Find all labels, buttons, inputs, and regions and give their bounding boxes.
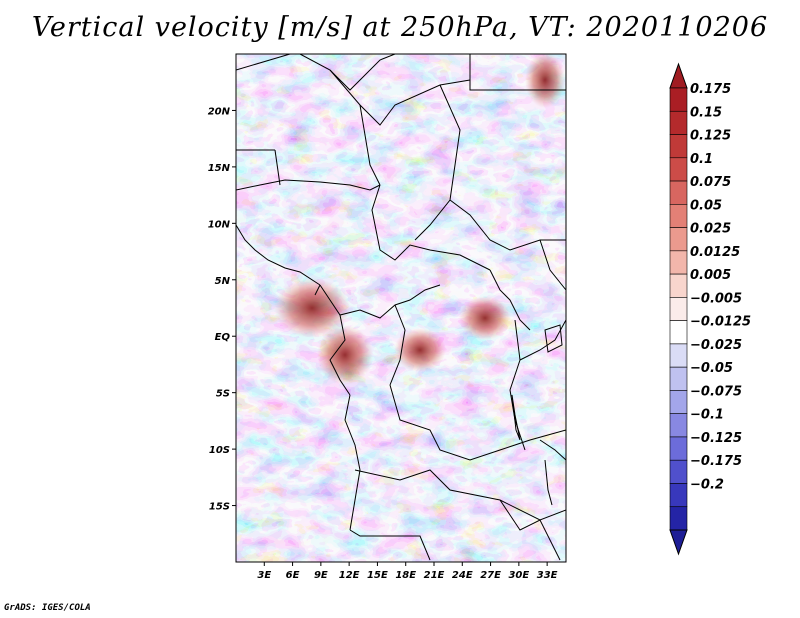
- lon-tick-label: 9E: [314, 570, 328, 581]
- colorbar-label: 0.075: [690, 175, 731, 190]
- colorbar-swatch: [669, 180, 688, 205]
- grads-credit: GrADS: IGES/COLA: [4, 603, 91, 613]
- colorbar-label: −0.025: [690, 338, 742, 353]
- colorbar-label: 0.125: [690, 129, 731, 144]
- lon-tick-label: 12E: [339, 570, 360, 581]
- lat-tick-label: EQ: [215, 332, 231, 343]
- lon-tick-label: 24E: [452, 570, 473, 581]
- colorbar-swatch: [669, 157, 688, 182]
- colorbar-swatch: [669, 320, 688, 345]
- map-frame: [235, 53, 567, 563]
- lake-victoria: [544, 324, 563, 353]
- lon-tick-label: 21E: [424, 570, 445, 581]
- colorbar-swatch: [669, 250, 688, 275]
- colorbar-swatch: [669, 413, 688, 438]
- colorbar-swatch: [669, 459, 688, 484]
- colorbar-label: −0.0125: [690, 315, 751, 330]
- colorbar-top-arrow: [669, 62, 688, 89]
- lat-tick-label: 5N: [215, 276, 231, 287]
- lat-tick-label: 10N: [208, 219, 231, 230]
- colorbar-swatch: [669, 366, 688, 391]
- lon-tick-label: 3E: [257, 570, 271, 581]
- colorbar-label: −0.05: [690, 361, 733, 376]
- colorbar-swatch: [669, 204, 688, 228]
- vertical-velocity-field: [236, 54, 566, 562]
- colorbar-label: 0.025: [690, 222, 731, 237]
- lakes: [511, 324, 563, 506]
- longitude-axis: 3E 6E 9E 12E 15E 18E 21E 24E 27E 30E 33E: [257, 562, 558, 581]
- colorbar-label: −0.125: [690, 431, 742, 446]
- lon-tick-label: 27E: [480, 570, 501, 581]
- chart-title: Vertical velocity [m/s] at 250hPa, VT: 2…: [31, 12, 769, 43]
- colorbar-swatch: [669, 483, 688, 508]
- lon-tick-label: 6E: [286, 570, 300, 581]
- lat-tick-label: 5S: [216, 389, 230, 400]
- colorbar-label: −0.005: [690, 291, 742, 306]
- colorbar-label: 0.05: [690, 198, 722, 213]
- hotspot-congo: [317, 325, 373, 385]
- hotspot-east: [459, 296, 511, 340]
- colorbar-label: 0.005: [690, 268, 731, 283]
- colorbar-swatch: [669, 273, 688, 298]
- colorbar-swatch: [669, 343, 688, 368]
- lat-tick-label: 15N: [208, 163, 231, 174]
- colorbar-bottom-arrow: [669, 529, 688, 556]
- colorbar-label: −0.2: [690, 477, 724, 492]
- lon-tick-label: 33E: [537, 570, 558, 581]
- lon-tick-label: 15E: [367, 570, 388, 581]
- hotspot-west: [274, 278, 350, 338]
- colorbar-swatch: [669, 297, 688, 321]
- lake-malawi: [544, 459, 553, 506]
- colorbar-label: 0.1: [690, 152, 713, 167]
- colorbar-swatch: [669, 134, 688, 159]
- colorbar-swatch: [669, 390, 688, 414]
- lon-tick-label: 18E: [395, 570, 416, 581]
- colorbar-label: −0.175: [690, 454, 742, 469]
- lat-tick-label: 10S: [209, 445, 230, 456]
- hotspot-central: [394, 328, 446, 372]
- colorbar-label: −0.075: [690, 384, 742, 399]
- lat-tick-label: 15S: [209, 502, 230, 513]
- colorbar-label: 0.15: [690, 105, 722, 120]
- latitude-axis: 20N 15N 10N 5N EQ 5S 10S 15S: [208, 106, 236, 513]
- colorbar-swatch: [669, 436, 688, 461]
- lon-tick-label: 30E: [508, 570, 529, 581]
- colorbar-label: 0.175: [690, 82, 731, 97]
- colorbar-swatch: [669, 87, 688, 112]
- colorbar-swatch: [669, 110, 688, 135]
- hotspot-northeast: [525, 54, 565, 108]
- colorbar-label: 0.0125: [690, 245, 740, 260]
- colorbar-swatch: [669, 506, 688, 531]
- lat-tick-label: 20N: [208, 106, 231, 117]
- colorbar-swatch: [669, 227, 688, 252]
- colorbar-label: −0.1: [690, 408, 724, 423]
- lake-tanganyika: [511, 394, 521, 441]
